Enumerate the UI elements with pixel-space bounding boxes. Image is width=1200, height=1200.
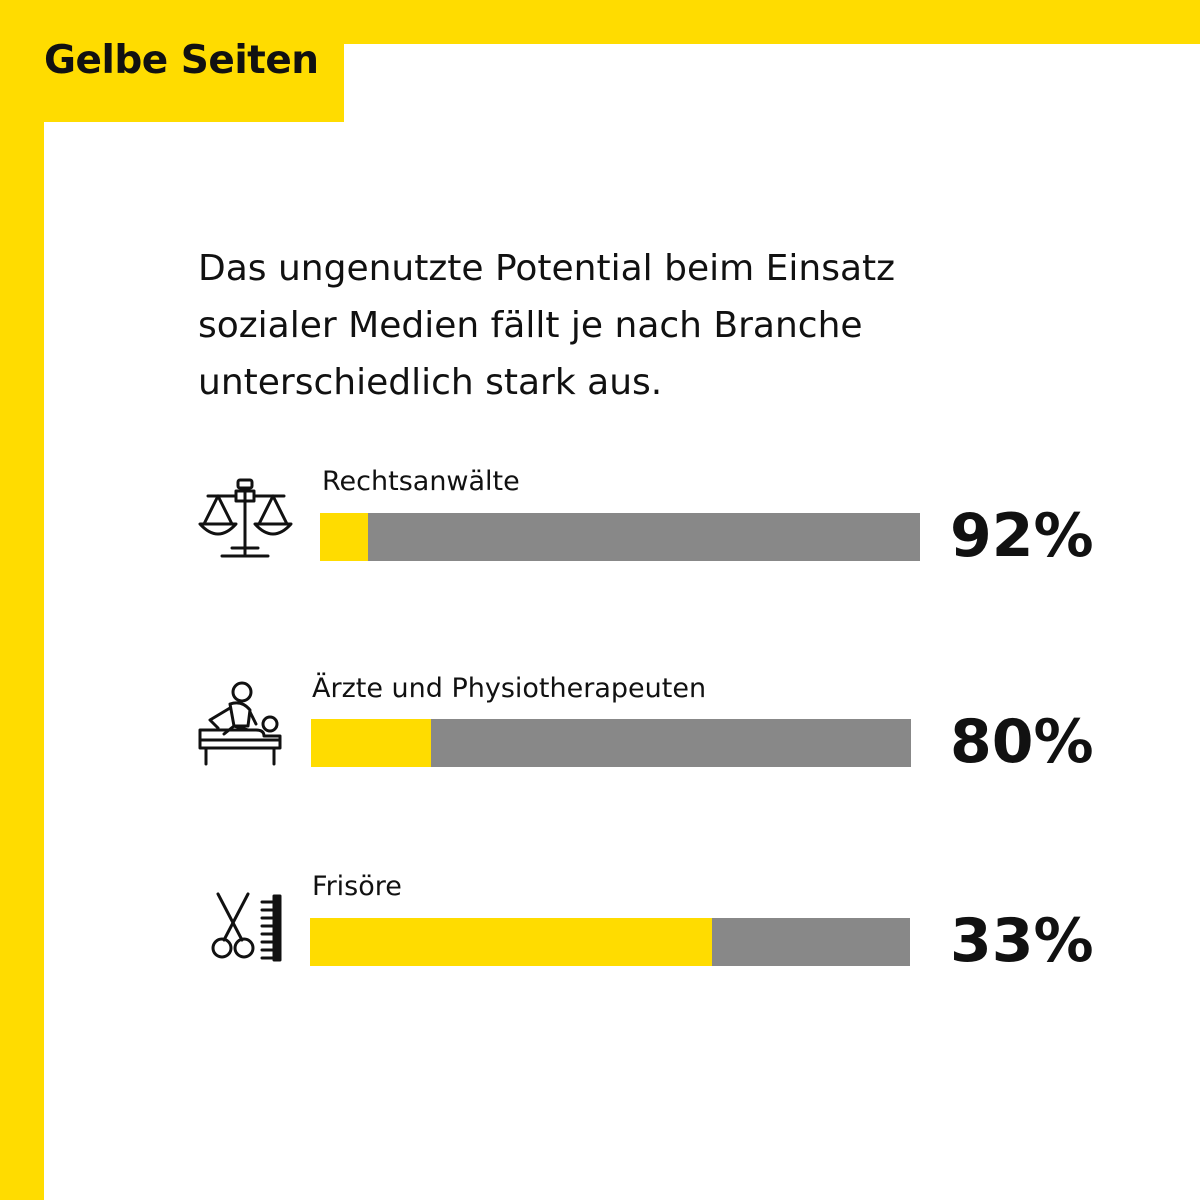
frame-left-bar	[0, 0, 44, 1200]
bar-track-rechtsanwaelte	[320, 513, 920, 561]
percent-aerzte: 80%	[950, 707, 1094, 777]
scales-icon	[196, 474, 296, 564]
scissors-comb-icon	[208, 888, 288, 968]
bar-track-aerzte	[311, 719, 911, 767]
massage-icon	[194, 680, 286, 770]
bar-track-frisoere	[310, 918, 910, 966]
bar-fill-frisoere	[310, 918, 712, 966]
row-label-rechtsanwaelte: Rechtsanwälte	[322, 466, 520, 497]
bar-fill-aerzte	[311, 719, 431, 767]
percent-frisoere: 33%	[950, 906, 1094, 976]
percent-rechtsanwaelte: 92%	[950, 501, 1094, 571]
bar-fill-rechtsanwaelte	[320, 513, 368, 561]
row-label-aerzte: Ärzte und Physiotherapeuten	[312, 673, 707, 704]
chart-headline: Das ungenutzte Potential beim Einsatz so…	[198, 248, 896, 403]
logo-block: Gelbe Seiten	[0, 0, 344, 122]
row-label-frisoere: Frisöre	[312, 871, 402, 902]
logo-text: Gelbe Seiten	[44, 38, 319, 83]
